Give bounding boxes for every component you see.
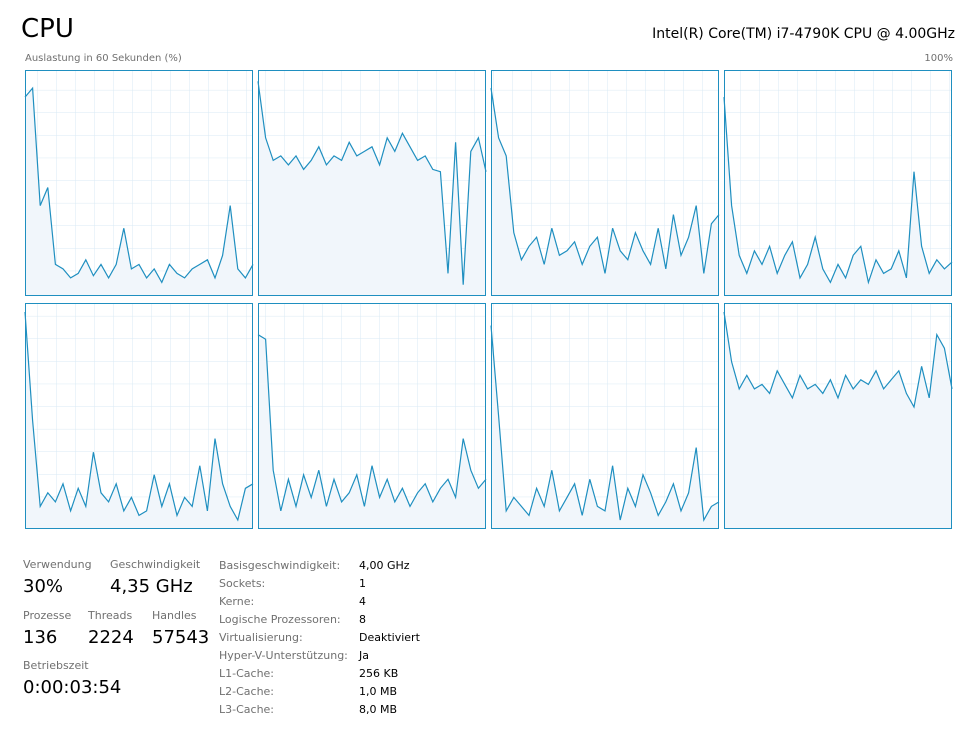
graph-border [25,303,253,529]
detail-value: 1 [359,577,366,590]
detail-label: Basisgeschwindigkeit: [219,559,341,572]
graph-label: Auslastung in 60 Sekunden (%) [25,53,182,64]
graph-max-label: 100% [924,53,953,64]
detail-value: 1,0 MB [359,685,398,698]
detail-value: 4 [359,595,366,608]
graph-background [491,303,719,529]
line [490,88,720,274]
stat-value: 30% [23,576,64,597]
stat-value: 2224 [88,627,134,648]
graph-border [491,303,719,529]
line [257,334,487,512]
graph-background [25,70,253,296]
line [257,81,487,285]
graph-border [258,303,486,529]
area [491,88,719,296]
stat-label: Geschwindigkeit [110,558,201,571]
detail-label: L3-Cache: [219,703,275,716]
stat-label: Prozesse [23,609,72,622]
detail-value: 8 [359,613,366,626]
line [490,325,720,522]
detail-value: 256 KB [359,667,399,680]
stat-label: Betriebszeit [23,659,89,672]
detail-label: Hyper-V-Unterstützung: [219,649,348,662]
detail-label: Logische Prozessoren: [219,613,341,626]
graph-border [724,70,952,296]
detail-value: Ja [359,649,369,662]
stat-label: Handles [152,609,197,622]
area [724,97,952,296]
area [491,325,719,529]
line [24,311,254,522]
line [24,86,254,284]
line [723,311,953,409]
area [258,81,486,296]
graph-border [25,70,253,296]
stat-value: 0:00:03:54 [23,677,122,698]
detail-value: Deaktiviert [359,631,420,644]
detail-label: L1-Cache: [219,667,275,680]
stat-label: Threads [88,609,133,622]
area [258,334,486,529]
stat-value: 57543 [152,627,210,648]
title: CPU [21,14,74,44]
area [724,312,952,529]
cpu-graphs [24,70,953,529]
processor-name: Intel(R) Core(TM) i7-4790K CPU @ 4.00GHz [652,26,955,42]
line [723,97,953,285]
detail-value: 8,0 MB [359,703,398,716]
graph-border [258,70,486,296]
detail-value: 4,00 GHz [359,559,410,572]
area [25,88,253,296]
stat-value: 136 [23,627,58,648]
stat-value: 4,35 GHz [110,576,193,597]
graph-border [491,70,719,296]
detail-label: Sockets: [219,577,266,590]
stat-label: Verwendung [23,558,92,571]
graph-border [724,303,952,529]
detail-label: Kerne: [219,595,255,608]
detail-label: Virtualisierung: [219,631,303,644]
detail-label: L2-Cache: [219,685,275,698]
